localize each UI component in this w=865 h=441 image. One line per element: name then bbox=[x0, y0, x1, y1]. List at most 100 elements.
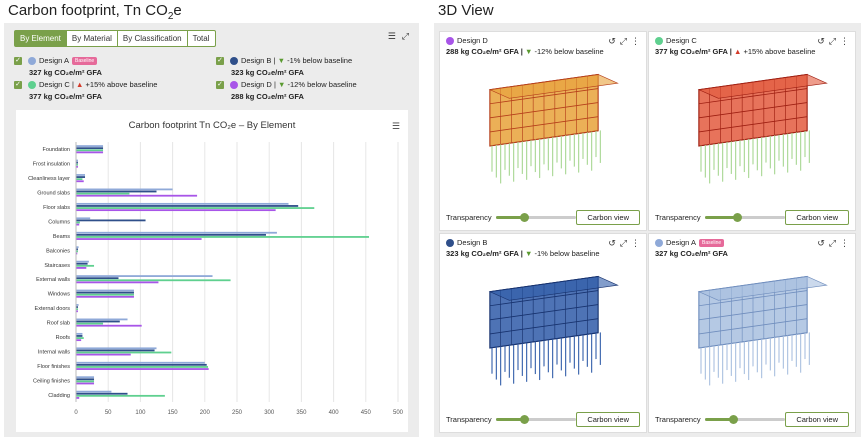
bar-design-c bbox=[76, 207, 315, 209]
bar-design-b bbox=[76, 277, 119, 280]
slider-knob[interactable] bbox=[729, 415, 738, 424]
bar-design-a bbox=[76, 159, 78, 162]
delta-text: -1% below baseline bbox=[287, 56, 353, 65]
more-icon[interactable]: ⋮ bbox=[840, 36, 849, 46]
more-icon[interactable]: ⋮ bbox=[631, 36, 640, 46]
delta-text: +15% above baseline bbox=[85, 80, 158, 89]
delta-text: -12% below baseline bbox=[287, 80, 357, 89]
view-tabs: By Element By Material By Classification To… bbox=[14, 30, 216, 47]
view-header: Design C 377 kg CO₂e/m² GFA | ▲ +15% abov… bbox=[655, 36, 815, 56]
design-value: 327 kg CO₂e/m² GFA bbox=[29, 68, 102, 78]
carbon-view-button[interactable]: Carbon view bbox=[576, 412, 640, 427]
bar-chart: 0 50 100 150 200 250 300 350 400 450 500 Foundation… bbox=[28, 142, 404, 416]
checkbox[interactable]: ✓ bbox=[14, 81, 22, 90]
view-header: Design A Baseline 327 kg CO₂e/m² GFA bbox=[655, 238, 728, 258]
chart-menu-icon[interactable]: ☰ bbox=[391, 121, 400, 131]
more-icon[interactable]: ⋮ bbox=[840, 238, 849, 248]
reset-icon[interactable]: ↺ bbox=[608, 36, 616, 46]
bar-design-c bbox=[76, 264, 95, 267]
design-name: Design D bbox=[241, 80, 272, 89]
bar-design-b bbox=[76, 262, 88, 265]
carbon-view-button[interactable]: Carbon view bbox=[785, 210, 849, 225]
view-header: Design B 323 kg CO₂e/m² GFA | ▼ -1% below… bbox=[446, 238, 600, 258]
bar-design-a bbox=[76, 246, 79, 249]
bar-design-c bbox=[76, 380, 95, 383]
bar-design-d bbox=[76, 238, 202, 240]
series-dot-icon bbox=[655, 239, 663, 248]
design-legend-item[interactable]: ✓ Design B | ▼ -1% below baseline 323 kg C… bbox=[216, 56, 353, 78]
bar-design-a bbox=[76, 260, 89, 263]
expand-icon[interactable]: ⤢ bbox=[401, 31, 409, 41]
tab-total[interactable]: Total bbox=[192, 34, 210, 43]
bar-design-c bbox=[76, 337, 84, 339]
view-icons: ↺ ⤢ ⋮ bbox=[604, 36, 640, 47]
bar-design-a bbox=[76, 217, 91, 220]
carbon-footprint-panel: Carbon footprint, Tn CO2e By Element By M… bbox=[0, 0, 425, 441]
slider-knob[interactable] bbox=[520, 213, 529, 222]
view-footer: Transparency Carbon view bbox=[446, 210, 640, 225]
bar-design-d bbox=[76, 368, 209, 370]
bar-design-d bbox=[76, 397, 80, 399]
expand-icon[interactable]: ⤢ bbox=[619, 238, 627, 248]
bar-design-a bbox=[76, 318, 128, 321]
view-footer: Transparency Carbon view bbox=[446, 412, 640, 427]
x-tick-label: 200 bbox=[200, 410, 211, 416]
3d-view-title: 3D View bbox=[438, 2, 494, 19]
series-dot-icon bbox=[28, 81, 36, 90]
view-header: Design D 288 kg CO₂e/m² GFA | ▼ -12% belo… bbox=[446, 36, 604, 56]
bar-design-d bbox=[76, 295, 134, 298]
checkbox[interactable]: ✓ bbox=[216, 57, 224, 66]
down-arrow-icon: ▼ bbox=[277, 56, 285, 65]
y-category-label: Balconies bbox=[46, 248, 70, 254]
transparency-slider[interactable] bbox=[705, 415, 785, 424]
y-category-label: Internal walls bbox=[38, 349, 70, 355]
expand-icon[interactable]: ⤢ bbox=[828, 36, 836, 46]
bar-design-d bbox=[76, 180, 84, 183]
tab-by-element[interactable]: By Element bbox=[15, 31, 67, 46]
view-icons: ↺ ⤢ ⋮ bbox=[813, 36, 849, 47]
carbon-view-button[interactable]: Carbon view bbox=[785, 412, 849, 427]
y-category-label: Cladding bbox=[48, 393, 70, 399]
expand-icon[interactable]: ⤢ bbox=[828, 238, 836, 248]
series-dot-icon bbox=[655, 37, 663, 46]
up-arrow-icon: ▲ bbox=[75, 80, 84, 89]
y-category-label: Windows bbox=[48, 292, 71, 298]
more-icon[interactable]: ⋮ bbox=[631, 238, 640, 248]
series-dot-icon bbox=[28, 57, 36, 66]
bar-design-c bbox=[76, 192, 130, 195]
bar-design-a bbox=[76, 347, 157, 350]
bar-design-d bbox=[76, 165, 78, 168]
view-design-name: Design B bbox=[457, 238, 488, 247]
slider-knob[interactable] bbox=[520, 415, 529, 424]
chart-settings-icon[interactable]: ☰ bbox=[387, 31, 396, 41]
checkbox[interactable]: ✓ bbox=[14, 57, 22, 66]
x-tick-label: 300 bbox=[264, 410, 275, 416]
x-tick-label: 250 bbox=[232, 410, 243, 416]
x-tick-label: 100 bbox=[135, 410, 146, 416]
3d-view-card: Design B 323 kg CO₂e/m² GFA | ▼ -1% below… bbox=[439, 233, 647, 433]
reset-icon[interactable]: ↺ bbox=[608, 238, 616, 248]
design-name: Design C bbox=[39, 80, 70, 89]
design-legend-item[interactable]: ✓ Design A Baseline 327 kg CO₂e/m² GFA bbox=[14, 56, 102, 77]
reset-icon[interactable]: ↺ bbox=[817, 238, 825, 248]
tab-by-classification[interactable]: By Classification bbox=[118, 31, 188, 46]
tab-by-material[interactable]: By Material bbox=[67, 31, 118, 46]
bar-design-b bbox=[76, 190, 157, 193]
slider-knob[interactable] bbox=[733, 213, 742, 222]
bar-design-b bbox=[76, 306, 78, 308]
bar-design-c bbox=[76, 178, 83, 181]
design-legend-item[interactable]: ✓ Design C | ▲ +15% above baseline 377 kg … bbox=[14, 80, 158, 102]
reset-icon[interactable]: ↺ bbox=[817, 36, 825, 46]
y-category-label: Cleanliness layer bbox=[28, 176, 70, 182]
checkbox[interactable]: ✓ bbox=[216, 81, 224, 90]
y-category-label: Ceiling finishes bbox=[33, 378, 70, 384]
carbon-view-button[interactable]: Carbon view bbox=[576, 210, 640, 225]
expand-icon[interactable]: ⤢ bbox=[619, 36, 627, 46]
bar-design-a bbox=[76, 390, 112, 393]
transparency-slider[interactable] bbox=[705, 213, 785, 222]
design-legend-item[interactable]: ✓ Design D | ▼ -12% below baseline 288 kg … bbox=[216, 80, 357, 102]
bar-design-d bbox=[76, 194, 198, 197]
bar-design-c bbox=[76, 221, 80, 224]
transparency-slider[interactable] bbox=[496, 213, 576, 222]
transparency-slider[interactable] bbox=[496, 415, 576, 424]
